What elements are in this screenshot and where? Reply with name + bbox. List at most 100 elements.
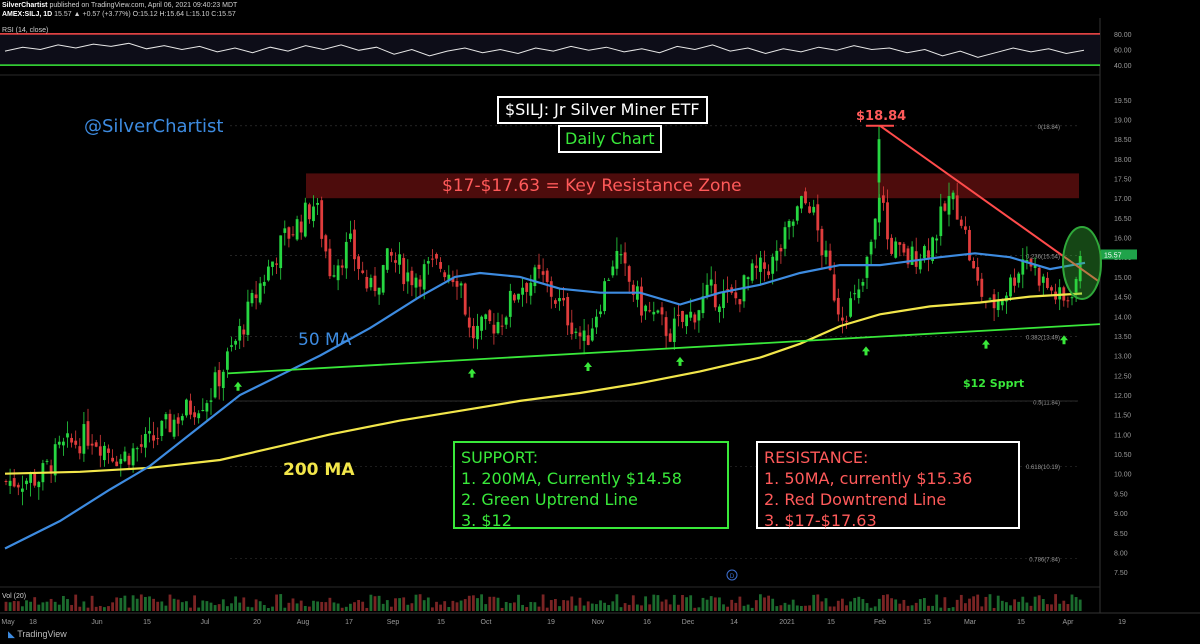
candle-body [185,399,188,416]
candle-body [672,318,676,343]
price-tick-label: 18.00 [1114,157,1132,164]
volume-bar [722,604,725,611]
candle-body [873,218,877,240]
candle-body [283,228,287,233]
volume-bar [324,602,328,611]
volume-bar [29,601,32,611]
candle-body [955,195,959,220]
current-price-badge [1101,249,1137,260]
volume-bar [41,602,45,611]
volume-bar [861,599,865,611]
candle-body [62,441,65,446]
candle-body [1058,287,1062,300]
x-tick-label: Mar [964,619,977,626]
candle-body [619,254,623,256]
volume-bar [49,598,53,611]
volume-bar [1037,595,1041,611]
volume-bar [750,607,754,611]
rsi-panel [0,33,1100,66]
volume-bar [914,602,918,611]
volume-bar [718,597,721,611]
volume-bar [226,606,229,611]
volume-bar [8,602,12,611]
volume-bar [381,603,385,611]
price-tick-label: 19.50 [1114,98,1132,105]
volume-bar [578,597,582,611]
candle-body [115,461,119,467]
candle-body [734,292,738,299]
volume-bar [201,600,205,611]
volume-bar [709,596,713,611]
volume-bar [377,595,381,611]
volume-bar [234,596,237,611]
volume-bar [353,602,356,611]
candle-body [558,298,561,302]
volume-bar [836,600,840,611]
volume-bar [693,607,697,611]
candle-body [213,372,217,398]
volume-bar [882,595,885,611]
price-tick-label: 12.00 [1114,393,1132,400]
volume-bar [385,600,389,611]
candle-body [349,233,352,239]
candle-body [33,473,37,486]
candle-body [221,371,225,389]
candle-body [205,403,209,412]
x-tick-label: Sep [387,619,400,626]
volume-bar [869,607,873,611]
candle-body [972,260,975,269]
current-price-label: 15.57 [1104,252,1122,259]
candle-body [513,294,516,301]
volume-bar [603,602,606,611]
volume-bar [1078,599,1082,611]
volume-bar [955,599,959,611]
volume-bar [681,595,684,611]
candle-body [935,238,939,241]
candle-body [164,414,168,420]
volume-bar [644,596,647,611]
volume-bar [800,605,803,611]
volume-bar [12,601,16,611]
candle-body [738,299,742,305]
tv-marker-icon [726,569,738,581]
volume-bar [767,595,770,611]
volume-bar [910,605,914,611]
candle-body [750,263,754,281]
volume-bar [795,605,799,611]
volume-bar [217,604,221,611]
volume-bar [992,607,996,611]
rsi-line [4,42,1085,58]
volume-bar [804,605,807,611]
volume-bar [586,601,590,611]
candle-body [246,301,250,335]
candle-body [426,261,430,264]
volume-bar [279,594,283,611]
price-tick-label: 8.50 [1114,531,1128,538]
volume-bar [517,594,520,611]
volume-bar [414,594,418,611]
candle-body [1033,264,1037,268]
volume-bar [115,597,119,611]
fib-label: 0.618(10.19) [1026,465,1060,471]
candle-body [398,254,401,265]
volume-bar [824,598,828,611]
volume-bar [738,596,742,611]
volume-bar [537,606,541,611]
candle-body [160,420,164,436]
volume-bar [865,603,869,611]
candle-body [193,412,196,418]
volume-bar [1041,598,1045,611]
candle-body [939,206,943,237]
volume-bar [574,605,578,611]
volume-bar [152,598,155,611]
candle-body [820,228,824,256]
candle-body [242,329,246,335]
candle-body [525,283,529,292]
support-arrow-icon [584,362,592,372]
candle-body [107,448,110,453]
volume-bar [70,604,73,611]
volume-bar [332,602,336,611]
candle-body [968,229,971,261]
price-tick-label: 16.50 [1114,216,1132,223]
volume-bar [1054,594,1057,611]
